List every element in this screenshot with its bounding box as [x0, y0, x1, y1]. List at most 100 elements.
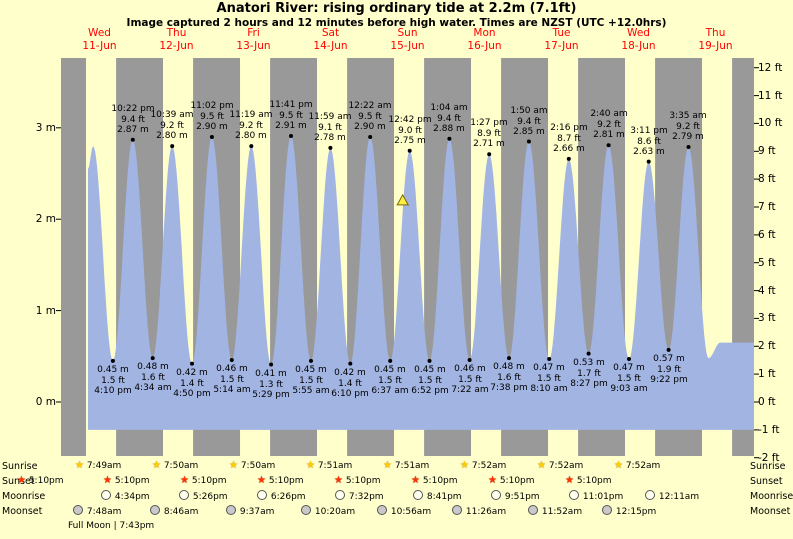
moonset-icon: [528, 505, 538, 515]
right-axis-label: -2 ft: [758, 452, 780, 464]
sunrise-entry: ★ 7:50am: [229, 460, 276, 471]
right-axis-label: -1 ft: [758, 424, 780, 436]
full-moon-note: Full Moon | 7:43pm: [68, 521, 155, 531]
sunrise-star-icon: ★: [460, 460, 469, 471]
tide-extreme-dot: [646, 159, 651, 164]
high-tide-annotation: 1:50 am 9.4 ft 2.85 m: [510, 106, 548, 137]
low-tide-annotation: 0.45 m 1.5 ft 5:55 am: [292, 365, 330, 396]
moonset-entry: 12:15pm: [602, 505, 656, 517]
sunrise-entry: ★ 7:49am: [75, 460, 122, 471]
left-axis-label: 3 m: [35, 122, 56, 134]
low-tide-annotation: 0.42 m 1.4 ft 6:10 pm: [331, 368, 369, 399]
sunrise-star-icon: ★: [152, 460, 161, 471]
moonrise-entry: 6:26pm: [257, 490, 306, 502]
tide-extreme-dot: [170, 144, 175, 149]
chart-title: Anatori River: rising ordinary tide at 2…: [216, 1, 577, 16]
moonset-entry: 10:20am: [301, 505, 355, 517]
tide-extreme-dot: [269, 362, 274, 367]
high-tide-annotation: 12:22 am 9.5 ft 2.90 m: [348, 101, 392, 132]
low-tide-annotation: 0.57 m 1.9 ft 9:22 pm: [650, 354, 688, 385]
moonset-icon: [73, 505, 83, 515]
astro-row-label-right-sunrise: Sunrise: [750, 461, 786, 472]
astro-row-label-left-sunset: Sunset: [2, 476, 35, 487]
day-label: Sat 14-Jun: [313, 27, 348, 52]
sunset-entry: ★ 5:10pm: [103, 475, 150, 486]
high-tide-annotation: 11:59 am 9.1 ft 2.78 m: [308, 112, 352, 143]
sunset-entry: ★ 5:10pm: [180, 475, 227, 486]
tide-extreme-dot: [487, 152, 492, 157]
high-tide-annotation: 2:40 am 9.2 ft 2.81 m: [590, 109, 628, 140]
right-axis-label: 4 ft: [758, 285, 776, 297]
moonset-entry: 11:26am: [452, 505, 506, 517]
moonrise-icon: [335, 490, 345, 500]
moonrise-icon: [257, 490, 267, 500]
moonrise-icon: [569, 490, 579, 500]
tide-extreme-dot: [328, 145, 333, 150]
moonset-entry: 8:46am: [150, 505, 198, 517]
low-tide-annotation: 0.42 m 1.4 ft 4:50 pm: [173, 368, 211, 399]
moonrise-icon: [491, 490, 501, 500]
moonrise-icon: [179, 490, 189, 500]
high-tide-annotation: 10:22 pm 9.4 ft 2.87 m: [111, 104, 155, 135]
day-label: Fri 13-Jun: [236, 27, 271, 52]
tide-extreme-dot: [388, 358, 393, 363]
sunset-entry: ★ 5:10pm: [17, 475, 64, 486]
day-label: Wed 11-Jun: [82, 27, 117, 52]
day-label: Tue 17-Jun: [544, 27, 579, 52]
moonset-icon: [452, 505, 462, 515]
tide-extreme-dot: [666, 347, 671, 352]
tide-extreme-dot: [407, 148, 412, 153]
high-tide-annotation: 1:27 pm 8.9 ft 2.71 m: [470, 118, 508, 149]
moonset-icon: [301, 505, 311, 515]
high-tide-annotation: 12:42 pm 9.0 ft 2.75 m: [388, 115, 432, 146]
low-tide-annotation: 0.53 m 1.7 ft 8:27 pm: [570, 358, 608, 389]
low-tide-annotation: 0.48 m 1.6 ft 7:38 pm: [490, 362, 528, 393]
sunset-star-icon: ★: [334, 475, 343, 486]
moonset-icon: [226, 505, 236, 515]
right-axis-label: 1 ft: [758, 368, 776, 380]
tide-extreme-dot: [229, 358, 234, 362]
high-tide-annotation: 1:04 am 9.4 ft 2.88 m: [430, 103, 468, 134]
tide-extreme-dot: [507, 356, 511, 361]
low-tide-annotation: 0.46 m 1.5 ft 7:22 am: [451, 364, 489, 395]
tide-extreme-dot: [130, 137, 135, 142]
moonrise-icon: [645, 490, 655, 500]
right-axis-label: 7 ft: [758, 201, 776, 213]
astro-row-label-left-sunrise: Sunrise: [2, 461, 38, 472]
chart-subtitle: Image captured 2 hours and 12 minutes be…: [126, 17, 667, 29]
moonset-entry: 9:37am: [226, 505, 274, 517]
tide-extreme-dot: [348, 361, 353, 366]
low-tide-annotation: 0.47 m 1.5 ft 9:03 am: [610, 363, 648, 394]
right-axis-label: 3 ft: [758, 312, 776, 324]
sunset-entry: ★ 5:10pm: [488, 475, 535, 486]
sunset-star-icon: ★: [411, 475, 420, 486]
day-label: Thu 19-Jun: [698, 27, 733, 52]
moonrise-icon: [413, 490, 423, 500]
sunset-entry: ★ 5:10pm: [411, 475, 458, 486]
right-axis-label: 6 ft: [758, 229, 776, 241]
low-tide-annotation: 0.48 m 1.6 ft 4:34 am: [134, 362, 172, 393]
high-tide-annotation: 11:19 am 9.2 ft 2.80 m: [229, 110, 273, 141]
moonrise-entry: 5:26pm: [179, 490, 228, 502]
low-tide-annotation: 0.46 m 1.5 ft 5:14 am: [213, 364, 251, 395]
tide-extreme-dot: [606, 143, 611, 148]
low-tide-annotation: 0.41 m 1.3 ft 5:29 pm: [252, 369, 290, 400]
tide-extreme-dot: [627, 357, 631, 361]
sunset-star-icon: ★: [17, 475, 26, 486]
sunset-star-icon: ★: [103, 475, 112, 486]
sunrise-entry: ★ 7:50am: [152, 460, 199, 471]
day-label: Wed 18-Jun: [621, 27, 656, 52]
tide-extreme-dot: [190, 361, 194, 366]
sunset-star-icon: ★: [565, 475, 574, 486]
right-axis-label: 11 ft: [758, 90, 783, 102]
moonrise-entry: 12:11am: [645, 490, 699, 502]
tide-extreme-dot: [289, 134, 293, 138]
astro-row-label-right-moonrise: Moonrise: [750, 491, 793, 502]
sunrise-entry: ★ 7:51am: [306, 460, 353, 471]
low-tide-annotation: 0.45 m 1.5 ft 4:10 pm: [94, 365, 132, 396]
tide-extreme-dot: [309, 358, 313, 363]
moonrise-entry: 7:32pm: [335, 490, 384, 502]
tide-extreme-dot: [547, 357, 552, 361]
